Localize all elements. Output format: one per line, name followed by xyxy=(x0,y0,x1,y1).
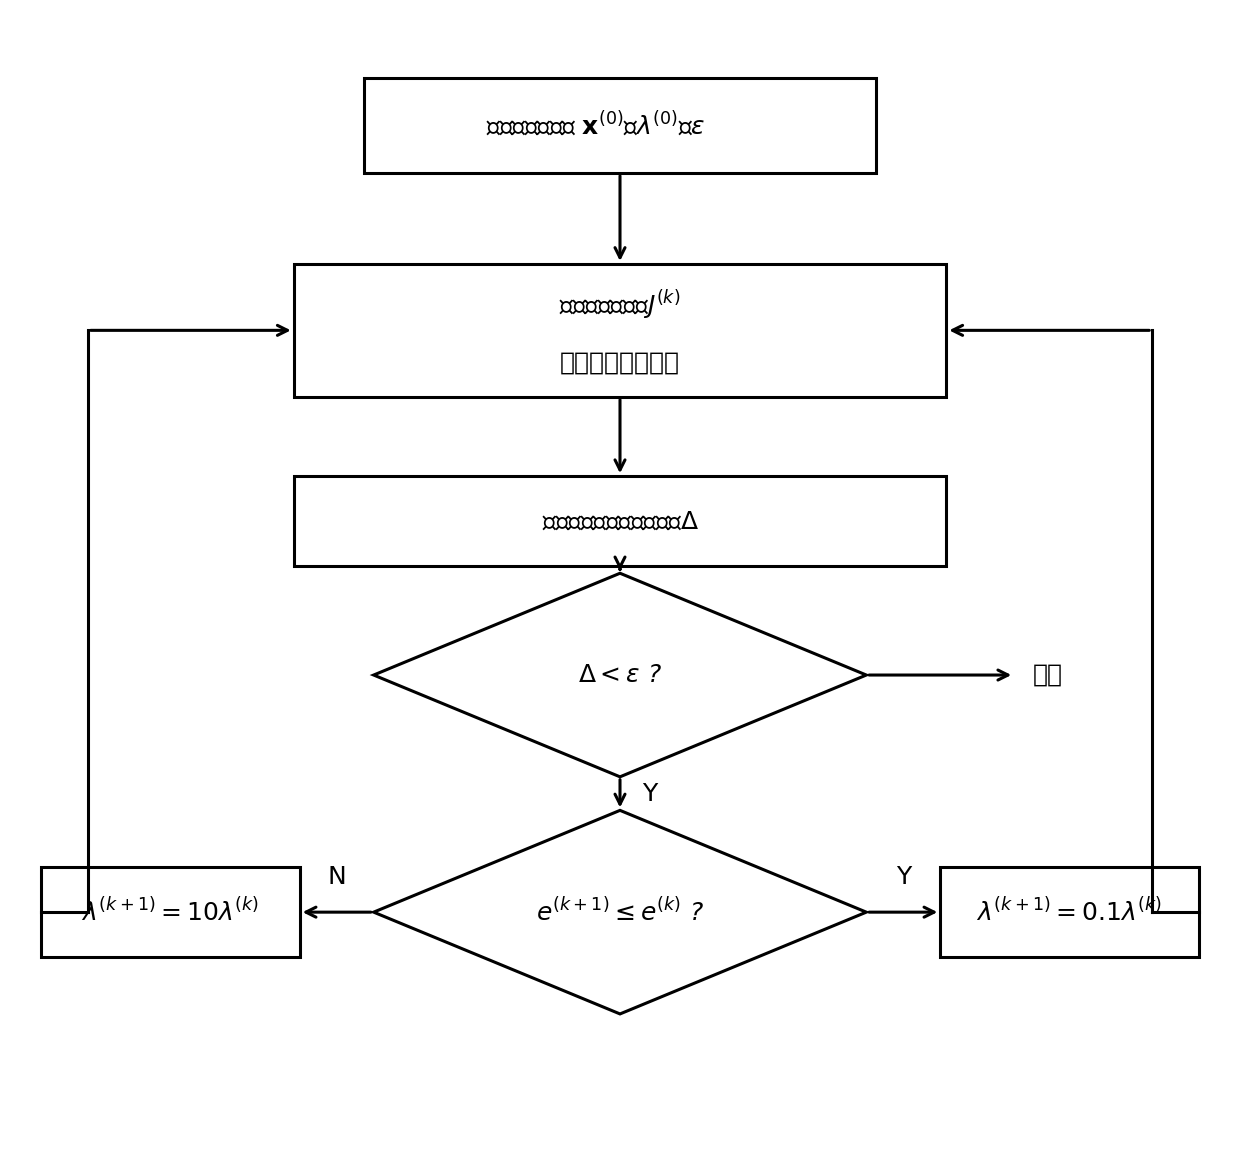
Text: 构造增量正规方程: 构造增量正规方程 xyxy=(560,351,680,375)
Text: 输出: 输出 xyxy=(1033,663,1063,687)
Text: 计算雅克布矩阵$J^{(k)}$: 计算雅克布矩阵$J^{(k)}$ xyxy=(559,288,681,322)
Text: 选定合适的初值 $\mathbf{x}^{(0)}$、$\lambda^{(0)}$、$\varepsilon$: 选定合适的初值 $\mathbf{x}^{(0)}$、$\lambda^{(0)… xyxy=(486,111,706,140)
Polygon shape xyxy=(373,573,867,777)
Polygon shape xyxy=(373,811,867,1014)
Text: N: N xyxy=(327,866,346,889)
FancyBboxPatch shape xyxy=(294,476,946,566)
FancyBboxPatch shape xyxy=(294,263,946,397)
FancyBboxPatch shape xyxy=(41,867,300,958)
Text: $e^{(k+1)} \leq e^{(k)}$ ?: $e^{(k+1)} \leq e^{(k)}$ ? xyxy=(536,898,704,926)
FancyBboxPatch shape xyxy=(365,78,875,174)
Text: 解增量正规方程得到增量$\Delta$: 解增量正规方程得到增量$\Delta$ xyxy=(542,509,698,534)
Text: $\lambda^{(k+1)}=10\lambda^{(k)}$: $\lambda^{(k+1)}=10\lambda^{(k)}$ xyxy=(82,898,259,926)
Text: Y: Y xyxy=(642,782,657,805)
Text: $\lambda^{(k+1)}=0.1\lambda^{(k)}$: $\lambda^{(k+1)}=0.1\lambda^{(k)}$ xyxy=(976,898,1163,926)
Text: $\Delta < \varepsilon$ ?: $\Delta < \varepsilon$ ? xyxy=(578,663,662,687)
FancyBboxPatch shape xyxy=(940,867,1199,958)
Text: Y: Y xyxy=(895,866,911,889)
